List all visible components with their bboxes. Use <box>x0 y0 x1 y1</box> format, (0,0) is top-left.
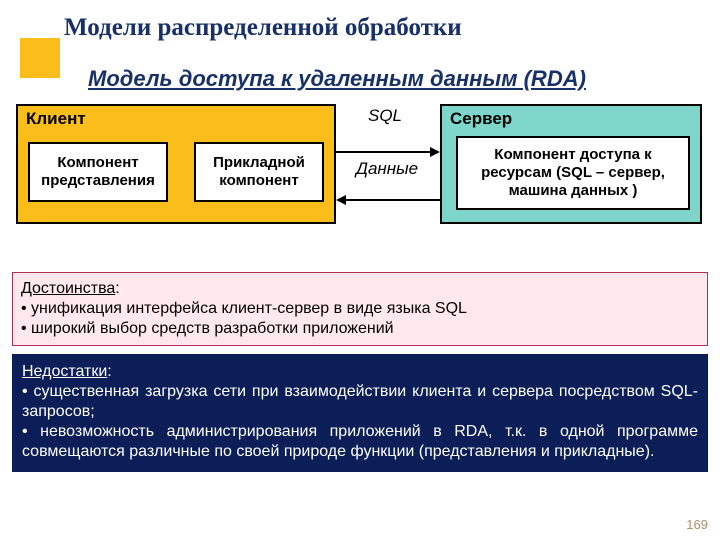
disadvantages-block: Недостатки: • существенная загрузка сети… <box>12 354 708 472</box>
page-number: 169 <box>686 517 708 532</box>
box-application-text: Прикладной компонент <box>200 154 318 190</box>
diagram: Клиент Компонент представления Прикладно… <box>16 104 704 264</box>
client-panel: Клиент Компонент представления Прикладно… <box>16 104 336 224</box>
server-panel: Сервер Компонент доступа к ресурсам (SQL… <box>440 104 702 224</box>
box-presentation-text: Компонент представления <box>34 154 162 190</box>
arrow-label-sql: SQL <box>368 106 402 126</box>
disadvantages-item-2: невозможность администрирования приложен… <box>22 423 698 460</box>
advantages-block: Достоинства: • унификация интерфейса кли… <box>12 272 708 346</box>
disadvantages-header: Недостатки <box>22 363 107 380</box>
box-resource-text: Компонент доступа к ресурсам (SQL – серв… <box>462 146 684 200</box>
advantages-header: Достоинства <box>21 280 115 297</box>
disadvantages-item-1: существенная загрузка сети при взаимодей… <box>22 383 698 420</box>
header: Модели распределенной обработки <box>0 0 720 46</box>
box-presentation: Компонент представления <box>28 142 168 202</box>
accent-square <box>20 38 60 78</box>
box-application: Прикладной компонент <box>194 142 324 202</box>
client-label: Клиент <box>26 109 86 129</box>
arrow-sql <box>336 146 440 158</box>
advantages-item-2: широкий выбор средств разработки приложе… <box>31 320 394 337</box>
arrow-data <box>336 194 440 206</box>
server-label: Сервер <box>450 109 512 129</box>
box-resource-access: Компонент доступа к ресурсам (SQL – серв… <box>456 136 690 210</box>
page-title: Модели распределенной обработки <box>64 14 720 42</box>
page-subtitle: Модель доступа к удаленным данным (RDA) <box>88 66 720 92</box>
advantages-item-1: унификация интерфейса клиент-сервер в ви… <box>31 300 467 317</box>
arrow-label-data: Данные <box>356 159 418 179</box>
